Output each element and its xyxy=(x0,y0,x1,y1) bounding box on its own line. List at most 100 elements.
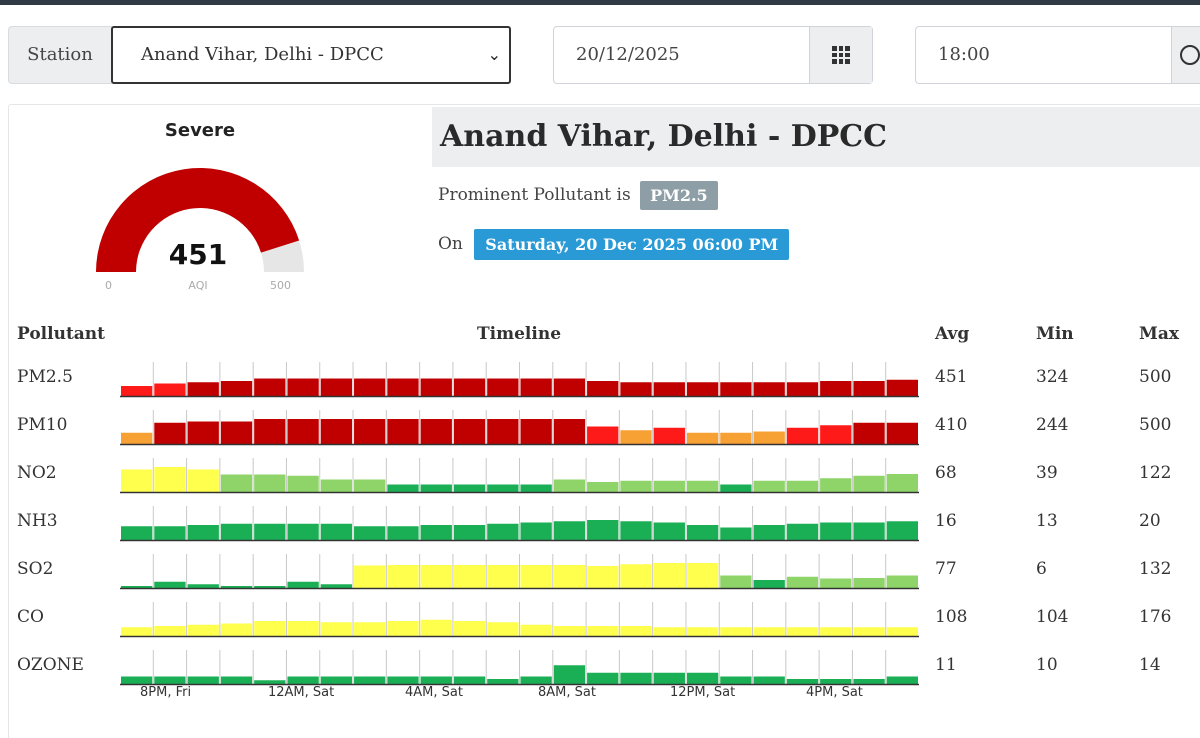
aqi-category: Severe xyxy=(164,120,236,141)
timeline-bar xyxy=(720,484,752,492)
row-name-ozone: OZONE xyxy=(17,655,84,675)
timeline-bar xyxy=(254,586,286,588)
chevron-down-icon: ⌄ xyxy=(487,45,501,64)
timeline-bar xyxy=(154,383,186,396)
timeline-bar xyxy=(753,525,785,540)
timeline-bar xyxy=(786,679,819,684)
timeline-bar xyxy=(786,576,819,588)
row-name-pm25: PM2.5 xyxy=(17,367,73,387)
timeline-bar xyxy=(553,419,586,444)
timeline-bar xyxy=(620,521,652,540)
station-title: Anand Vihar, Delhi - DPCC xyxy=(440,119,888,154)
row-name-pm10: PM10 xyxy=(17,415,68,435)
timeline-bar xyxy=(121,526,153,540)
row-avg-pm10: 410 xyxy=(935,415,968,435)
aqi-gauge xyxy=(96,168,304,272)
timeline-bar xyxy=(187,469,219,492)
timeline-bar xyxy=(520,676,552,684)
row-max-ozone: 14 xyxy=(1139,655,1161,675)
timeline-bar xyxy=(453,676,486,684)
row-min-nh3: 13 xyxy=(1036,511,1058,531)
timeline-bar xyxy=(420,378,452,396)
station-header: Anand Vihar, Delhi - DPCC xyxy=(432,107,1200,167)
timeline-bar xyxy=(220,381,253,396)
timeline-bar xyxy=(453,378,486,396)
timeline-bar xyxy=(520,419,552,444)
timeline-bar xyxy=(420,484,452,492)
calendar-grid-icon xyxy=(832,46,850,64)
timeline-bar xyxy=(320,622,353,636)
timeline-bar xyxy=(853,578,885,588)
datetime-row: On Saturday, 20 Dec 2025 06:00 PM xyxy=(438,228,790,260)
time-control: 18:00 xyxy=(915,26,1200,84)
timeline-bar xyxy=(820,679,852,684)
timeline-bar xyxy=(121,586,153,588)
timeline-bar xyxy=(453,525,486,540)
timeline-bar xyxy=(187,525,219,540)
timeline-bar xyxy=(121,469,153,492)
timeline-bar xyxy=(520,522,552,540)
timeline-bar xyxy=(620,672,652,684)
timeline-bar xyxy=(786,480,819,492)
timeline-bar xyxy=(220,586,253,588)
timeline-bar xyxy=(820,425,852,444)
timeline-bar xyxy=(720,676,752,684)
timeline-bar xyxy=(187,624,219,636)
timeline-bar xyxy=(853,627,885,636)
timeline-bar xyxy=(653,672,685,684)
row-min-no2: 39 xyxy=(1036,463,1058,483)
timeline-bar xyxy=(354,526,386,540)
timeline-label: 4PM, Sat xyxy=(806,685,863,700)
clock-button[interactable] xyxy=(1171,27,1200,83)
timeline-bar xyxy=(254,419,286,444)
timeline-bar xyxy=(820,478,852,492)
timeline-bar xyxy=(220,523,253,540)
timeline-bar xyxy=(653,427,685,444)
timeline-bar xyxy=(254,523,286,540)
timeline-bar xyxy=(254,474,286,492)
timeline-bar xyxy=(287,523,319,540)
clock-icon xyxy=(1180,45,1200,65)
station-select[interactable]: Anand Vihar, Delhi - DPCC ⌄ xyxy=(111,26,511,84)
timeline-bar xyxy=(753,580,785,588)
timeline-bar xyxy=(453,484,486,492)
timeline-bar xyxy=(154,676,186,684)
timeline-bar xyxy=(354,419,386,444)
time-input[interactable]: 18:00 xyxy=(938,44,990,65)
timeline-bar xyxy=(753,676,785,684)
timeline-bar xyxy=(254,680,286,684)
timeline-bar xyxy=(620,564,652,588)
timeline-bar xyxy=(420,676,452,684)
timeline-bar xyxy=(220,676,253,684)
prominent-label: Prominent Pollutant is xyxy=(438,185,631,205)
timeline-label: 8AM, Sat xyxy=(538,685,596,700)
timeline-bar xyxy=(620,626,652,636)
timeline-bar xyxy=(287,581,319,588)
timeline-bar xyxy=(886,379,918,396)
station-control: Station Anand Vihar, Delhi - DPCC ⌄ xyxy=(8,26,511,84)
calendar-button[interactable] xyxy=(809,27,872,83)
row-name-so2: SO2 xyxy=(17,559,54,579)
row-avg-ozone: 11 xyxy=(935,655,957,675)
date-input[interactable]: 20/12/2025 xyxy=(576,44,680,65)
timeline-bar xyxy=(220,421,253,444)
timeline-bar xyxy=(254,378,286,396)
timeline-bar xyxy=(487,484,519,492)
timeline-bar xyxy=(753,431,785,444)
timeline-bar xyxy=(387,676,419,684)
timeline-bar xyxy=(786,427,819,444)
timeline-bar xyxy=(420,565,452,588)
timeline-bar xyxy=(420,525,452,540)
timeline-bar xyxy=(720,382,752,396)
row-min-ozone: 10 xyxy=(1036,655,1058,675)
timeline-bar xyxy=(320,479,353,492)
timeline-bar xyxy=(121,627,153,636)
row-min-pm25: 324 xyxy=(1036,367,1069,387)
row-max-nh3: 20 xyxy=(1139,511,1161,531)
timeline-bar xyxy=(320,676,353,684)
timeline-bar xyxy=(320,378,353,396)
timeline-bar xyxy=(453,419,486,444)
timeline-bar xyxy=(453,565,486,588)
timeline-bar xyxy=(553,565,586,588)
header-min: Min xyxy=(1036,324,1074,344)
